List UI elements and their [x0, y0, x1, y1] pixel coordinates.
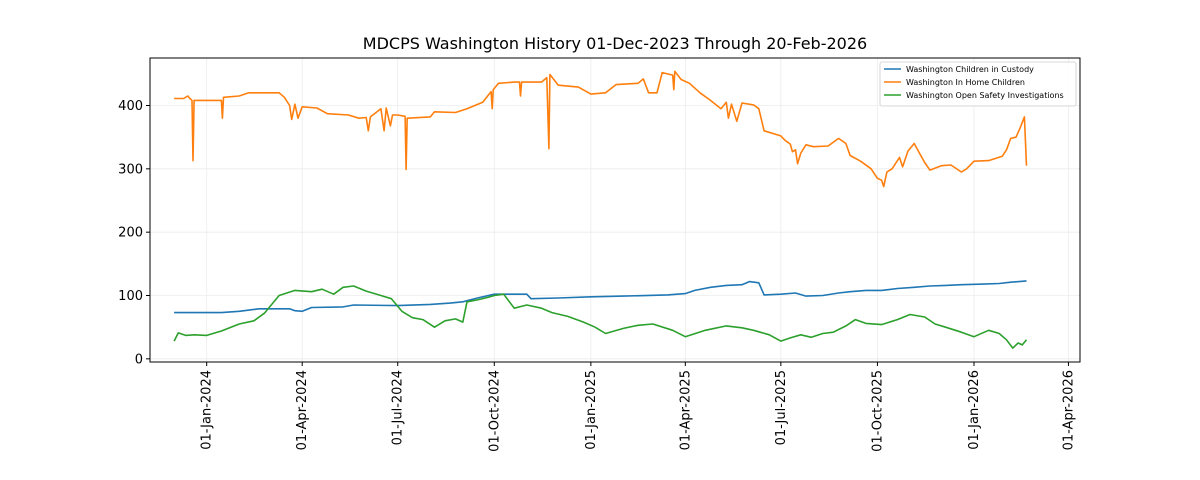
x-tick-label: 01-Jan-2025	[584, 370, 599, 450]
y-tick-label: 200	[118, 226, 143, 241]
plot-lines	[173, 70, 1028, 349]
legend-label-1: Washington Children in Custody	[906, 65, 1034, 74]
chart-title: MDCPS Washington History 01-Dec-2023 Thr…	[363, 34, 867, 53]
x-tick-label: 01-Jul-2025	[774, 370, 789, 445]
legend-label-3: Washington Open Safety Investigations	[906, 91, 1064, 100]
series-line-3	[173, 285, 1028, 349]
x-tick-label: 01-Apr-2024	[295, 370, 310, 450]
axes: 0 100 200 300 400 01-Jan-2024 01-Apr-2024 01-Ju…	[118, 99, 1076, 452]
legend-label-2: Washington In Home Children	[906, 78, 1025, 87]
y-tick-label: 100	[118, 289, 143, 304]
x-tick-label: 01-Oct-2024	[487, 370, 502, 452]
plot-area-frame	[149, 57, 1081, 363]
series-line-2	[174, 70, 1028, 188]
x-tick-label: 01-Oct-2025	[870, 370, 885, 452]
x-tick-label: 01-Jan-2024	[200, 370, 215, 450]
y-tick-label: 0	[135, 352, 143, 367]
x-tick-label: 01-Jul-2024	[391, 370, 406, 445]
y-tick-label: 300	[118, 162, 143, 177]
legend: Washington Children in Custody Washington…	[879, 61, 1077, 107]
x-tick-label: 01-Apr-2025	[678, 370, 693, 450]
series-line-1	[174, 280, 1027, 314]
x-tick-label: 01-Apr-2026	[1061, 370, 1076, 450]
legend-box	[879, 61, 1077, 107]
x-tick-label: 01-Jan-2026	[967, 370, 982, 450]
y-tick-label: 400	[118, 99, 143, 114]
